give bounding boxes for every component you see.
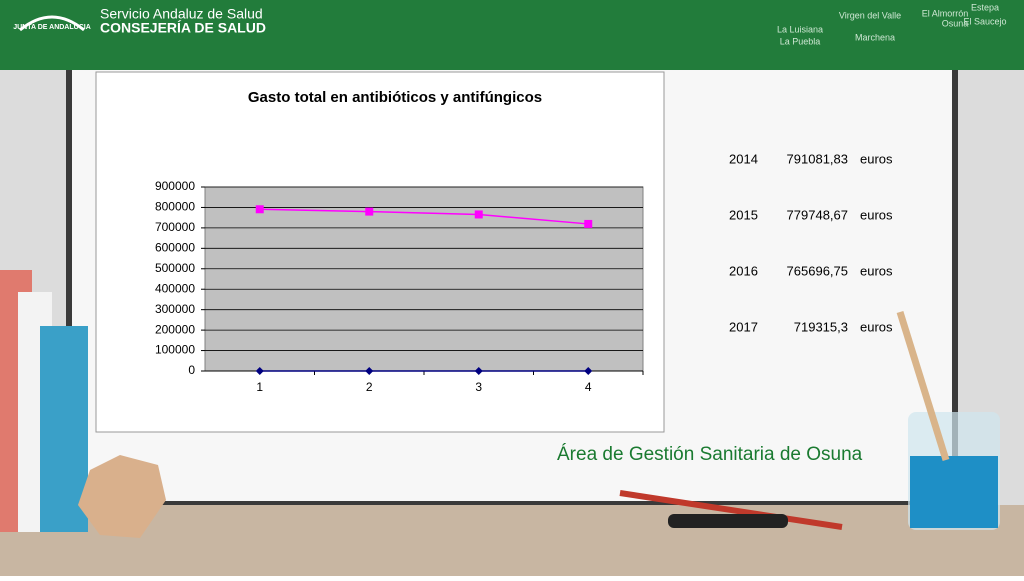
- brush: [896, 310, 950, 462]
- y-tick-label: 400000: [155, 281, 195, 295]
- y-tick-label: 700000: [155, 220, 195, 234]
- series-line: [259, 208, 589, 225]
- chart: 0 100000 200000 300000 400000 500000 600000 700…: [155, 179, 644, 394]
- header-subtitle: CONSEJERÍA DE SALUD: [100, 20, 266, 36]
- footer: Área de Gestión Sanitaria de Osuna: [557, 444, 863, 465]
- x-tick-label: 3: [475, 380, 482, 394]
- year: 2015: [729, 207, 758, 222]
- place-name: Estepa: [971, 2, 999, 12]
- place-name: El Almorrón: [922, 8, 969, 18]
- marker: [365, 207, 374, 216]
- header-title: Servicio Andaluz de Salud: [100, 6, 263, 22]
- y-tick-label: 0: [188, 363, 195, 377]
- place-name: Osuna: [942, 18, 969, 28]
- amount: 791081,83: [787, 151, 848, 166]
- plot-area: [204, 186, 644, 372]
- wooden-shape: [78, 455, 166, 538]
- marker: [255, 205, 264, 214]
- unit: euros: [860, 319, 893, 334]
- place-name: El Saucejo: [963, 16, 1006, 26]
- place-name: Virgen del Valle: [839, 10, 901, 20]
- x-tick-label: 1: [256, 380, 263, 394]
- place-name: Marchena: [855, 32, 895, 42]
- amount: 719315,3: [794, 319, 848, 334]
- unit: euros: [860, 151, 893, 166]
- x-tick-label: 4: [585, 380, 592, 394]
- unit: euros: [860, 263, 893, 278]
- year: 2016: [729, 263, 758, 278]
- logo: [19, 15, 85, 32]
- table: 2014 791081,83 euros 2015 779748,67 euros 2016…: [729, 151, 893, 334]
- y-tick-label: 900000: [155, 179, 195, 193]
- book: [40, 326, 88, 532]
- year: 2017: [729, 319, 758, 334]
- marker: [474, 210, 483, 219]
- jar-water: [910, 456, 998, 528]
- marker: [668, 514, 788, 528]
- amount: 779748,67: [787, 207, 848, 222]
- marker: [584, 367, 593, 375]
- y-tick-label: 500000: [155, 261, 195, 275]
- pencil: [619, 490, 843, 530]
- marker: [255, 367, 264, 375]
- place-name: La Luisiana: [777, 24, 823, 34]
- y-tick-label: 200000: [155, 322, 195, 336]
- header-bar: [0, 0, 1024, 70]
- amount: 765696,75: [787, 263, 848, 278]
- y-tick-label: 800000: [155, 200, 195, 214]
- x-tick-label: 2: [366, 380, 373, 394]
- desk: [0, 505, 1024, 576]
- marker: [365, 367, 374, 375]
- year: 2014: [729, 151, 758, 166]
- unit: euros: [860, 207, 893, 222]
- y-tick-label: 600000: [155, 241, 195, 255]
- y-tick-label: 300000: [155, 302, 195, 316]
- marker: [584, 219, 593, 228]
- chart-title: Gasto total en antibióticos y antifúngic…: [248, 89, 542, 106]
- y-tick-label: 100000: [155, 343, 195, 357]
- place-name: La Puebla: [780, 36, 821, 46]
- logo-text: JUNTA DE ANDALUCIA: [13, 24, 91, 31]
- marker: [474, 367, 483, 375]
